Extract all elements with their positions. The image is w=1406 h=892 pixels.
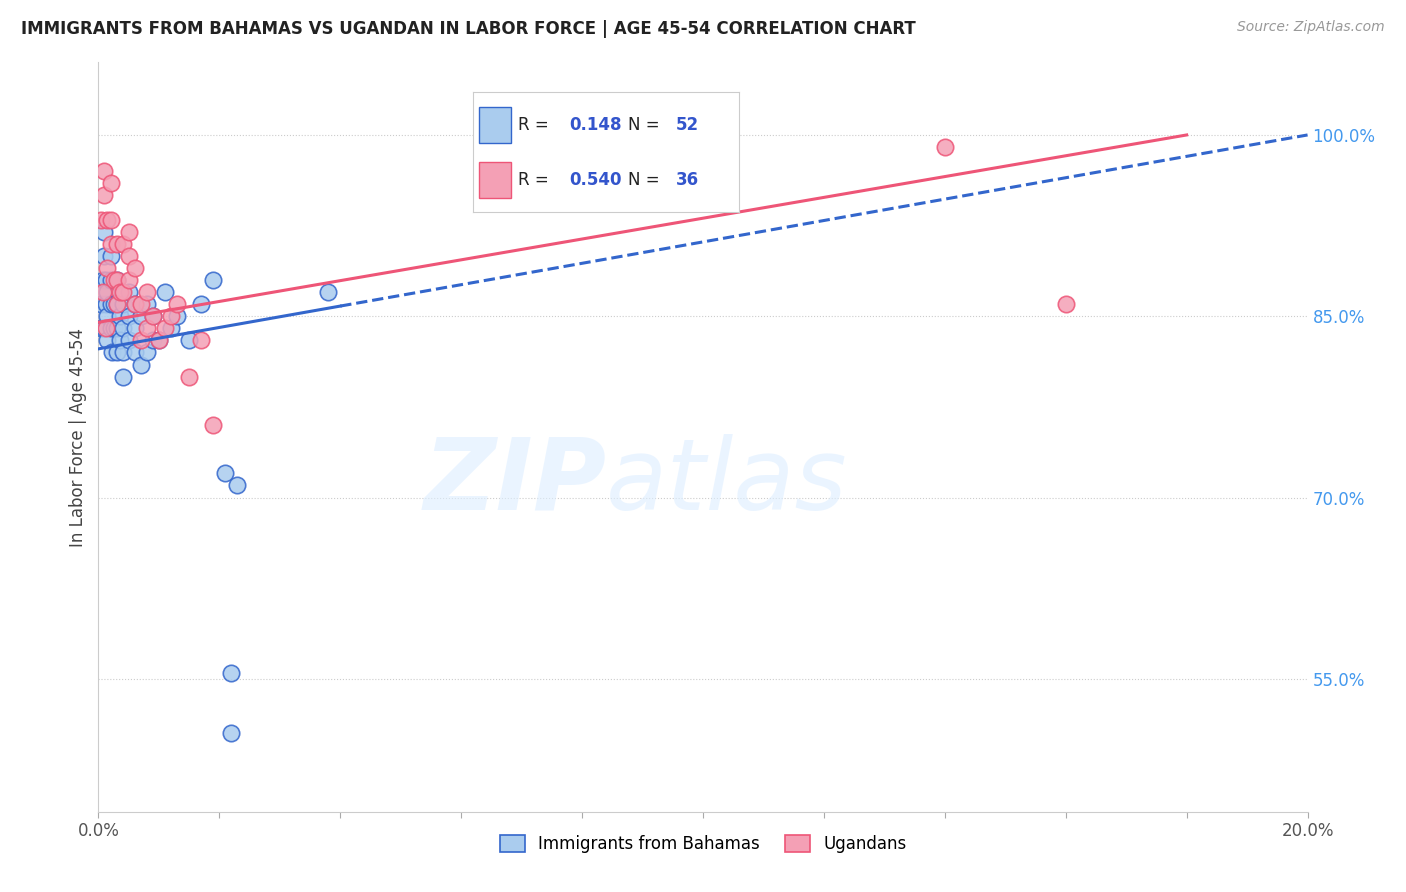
Point	[105, 297, 128, 311]
Point	[111, 321, 134, 335]
Point	[111, 236, 134, 251]
Point	[93, 321, 115, 335]
Point	[142, 334, 165, 348]
Point	[1054, 297, 1077, 311]
Point	[118, 285, 141, 299]
Text: ZIP: ZIP	[423, 434, 606, 531]
Text: atlas: atlas	[606, 434, 848, 531]
Point	[166, 297, 188, 311]
Point	[96, 285, 118, 299]
Point	[111, 369, 134, 384]
Point	[105, 273, 128, 287]
Point	[94, 273, 117, 287]
Point	[142, 310, 165, 324]
Point	[160, 321, 183, 335]
Point	[118, 273, 141, 287]
Point	[103, 297, 125, 311]
Point	[124, 297, 146, 311]
Point	[221, 726, 243, 740]
Point	[96, 260, 118, 275]
Point	[105, 273, 128, 287]
Point	[100, 236, 122, 251]
Point	[129, 297, 152, 311]
Text: IMMIGRANTS FROM BAHAMAS VS UGANDAN IN LABOR FORCE | AGE 45-54 CORRELATION CHART: IMMIGRANTS FROM BAHAMAS VS UGANDAN IN LA…	[21, 20, 915, 37]
Point	[93, 225, 115, 239]
Point	[153, 285, 176, 299]
Point	[93, 164, 115, 178]
Point	[100, 176, 122, 190]
Point	[179, 334, 201, 348]
Point	[108, 310, 131, 324]
Point	[153, 321, 176, 335]
Point	[190, 334, 212, 348]
Point	[124, 260, 146, 275]
Point	[103, 273, 125, 287]
Point	[226, 478, 249, 492]
Point	[124, 321, 146, 335]
Point	[118, 249, 141, 263]
Point	[100, 345, 122, 359]
Point	[111, 297, 134, 311]
Point	[221, 665, 243, 680]
Point	[100, 321, 122, 335]
Point	[135, 285, 157, 299]
Point	[129, 310, 152, 324]
Point	[124, 345, 146, 359]
Point	[135, 297, 157, 311]
Text: Source: ZipAtlas.com: Source: ZipAtlas.com	[1237, 20, 1385, 34]
Point	[94, 297, 117, 311]
Point	[160, 310, 183, 324]
Point	[103, 321, 125, 335]
Point	[142, 310, 165, 324]
Point	[166, 310, 188, 324]
Point	[179, 369, 201, 384]
Point	[148, 334, 170, 348]
Point	[316, 285, 339, 299]
Point	[202, 417, 225, 432]
Point	[91, 273, 114, 287]
Point	[96, 334, 118, 348]
Point	[93, 249, 115, 263]
Point	[202, 273, 225, 287]
Y-axis label: In Labor Force | Age 45-54: In Labor Force | Age 45-54	[69, 327, 87, 547]
Point	[214, 467, 236, 481]
Legend: Immigrants from Bahamas, Ugandans: Immigrants from Bahamas, Ugandans	[494, 828, 912, 860]
Point	[148, 334, 170, 348]
Point	[94, 321, 117, 335]
Point	[129, 334, 152, 348]
Point	[100, 273, 122, 287]
Point	[118, 334, 141, 348]
Point	[135, 321, 157, 335]
Point	[934, 140, 956, 154]
Point	[90, 321, 112, 335]
Point	[100, 212, 122, 227]
Point	[190, 297, 212, 311]
Point	[111, 345, 134, 359]
Point	[111, 285, 134, 299]
Point	[118, 310, 141, 324]
Point	[124, 297, 146, 311]
Point	[105, 321, 128, 335]
Point	[90, 212, 112, 227]
Point	[135, 345, 157, 359]
Point	[90, 297, 112, 311]
Point	[100, 297, 122, 311]
Point	[93, 188, 115, 202]
Point	[108, 334, 131, 348]
Point	[105, 345, 128, 359]
Point	[108, 285, 131, 299]
Point	[118, 225, 141, 239]
Point	[105, 236, 128, 251]
Point	[91, 285, 114, 299]
Point	[105, 297, 128, 311]
Point	[96, 310, 118, 324]
Point	[129, 358, 152, 372]
Point	[100, 249, 122, 263]
Point	[96, 212, 118, 227]
